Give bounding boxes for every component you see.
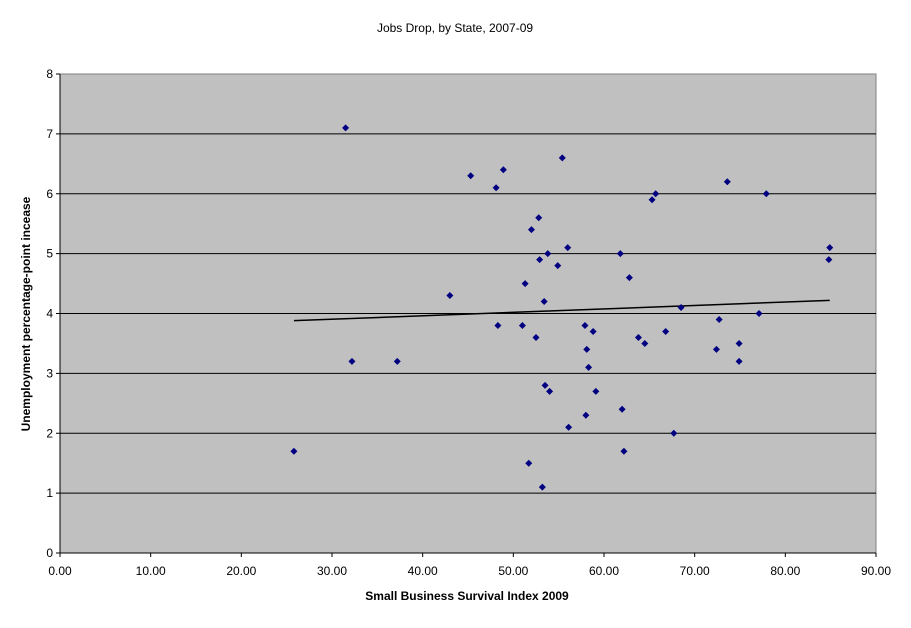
data-point	[499, 166, 507, 174]
y-tick-label: 6	[46, 187, 53, 201]
data-point	[652, 190, 660, 198]
data-point	[641, 339, 649, 347]
data-point	[625, 274, 633, 282]
data-point	[446, 292, 454, 300]
data-point	[715, 315, 723, 323]
y-tick-label: 3	[46, 366, 53, 380]
data-point	[290, 447, 298, 455]
data-point	[494, 321, 502, 329]
data-point	[825, 256, 833, 264]
data-point	[558, 154, 566, 162]
x-tick-label: 0.00	[48, 564, 72, 578]
data-point	[616, 250, 624, 258]
data-point	[585, 363, 593, 371]
y-tick-label: 7	[46, 127, 53, 141]
y-axis-title: Unemployment percentage-point incease	[19, 196, 33, 431]
y-tick-label: 2	[46, 426, 53, 440]
x-tick-label: 20.00	[226, 564, 256, 578]
data-point	[518, 321, 526, 329]
y-tick-label: 5	[46, 247, 53, 261]
x-tick-label: 30.00	[317, 564, 347, 578]
data-point	[712, 345, 720, 353]
trendline-layer	[293, 299, 830, 322]
data-point	[670, 429, 678, 437]
data-point	[583, 345, 591, 353]
data-point	[620, 447, 628, 455]
x-tick-label: 40.00	[408, 564, 438, 578]
x-tick-label: 10.00	[136, 564, 166, 578]
data-point	[536, 256, 544, 264]
y-tick-label: 4	[46, 307, 53, 321]
y-tick-label: 8	[46, 67, 53, 81]
data-point	[541, 381, 549, 389]
trendline	[293, 299, 830, 322]
data-point	[826, 244, 834, 252]
data-points	[290, 124, 834, 491]
data-point	[589, 327, 597, 335]
data-point	[342, 124, 350, 132]
data-point	[554, 262, 562, 270]
data-point	[677, 304, 685, 312]
x-tick-label: 50.00	[498, 564, 528, 578]
x-tick-label: 70.00	[680, 564, 710, 578]
x-tick-label: 90.00	[861, 564, 891, 578]
data-point	[467, 172, 475, 180]
data-point	[565, 423, 573, 431]
axes	[56, 73, 877, 557]
data-point	[546, 387, 554, 395]
data-point	[581, 321, 589, 329]
data-point	[544, 250, 552, 258]
data-point	[525, 459, 533, 467]
y-tick-label: 1	[46, 486, 53, 500]
data-point	[393, 357, 401, 365]
data-point	[662, 327, 670, 335]
data-point	[532, 333, 540, 341]
data-point	[540, 298, 548, 306]
x-tick-label: 60.00	[589, 564, 619, 578]
data-point	[755, 310, 763, 317]
data-point	[348, 357, 356, 365]
data-point	[735, 357, 743, 365]
gridlines	[60, 133, 876, 494]
data-point	[648, 196, 656, 204]
data-point	[564, 244, 572, 252]
data-point	[592, 387, 600, 395]
y-tick-label: 0	[46, 546, 53, 560]
chart-title: Jobs Drop, by State, 2007-09	[377, 21, 533, 35]
data-point	[735, 339, 743, 347]
data-point	[582, 411, 590, 419]
x-axis-title: Small Business Survival Index 2009	[365, 589, 569, 603]
data-point	[723, 178, 731, 186]
data-point	[521, 280, 529, 288]
data-point	[527, 226, 535, 234]
data-point	[538, 483, 546, 491]
data-point	[492, 184, 500, 192]
data-point	[762, 190, 770, 198]
x-tick-label: 80.00	[770, 564, 800, 578]
data-point	[618, 405, 626, 413]
data-point	[535, 214, 543, 222]
data-point	[634, 333, 642, 341]
